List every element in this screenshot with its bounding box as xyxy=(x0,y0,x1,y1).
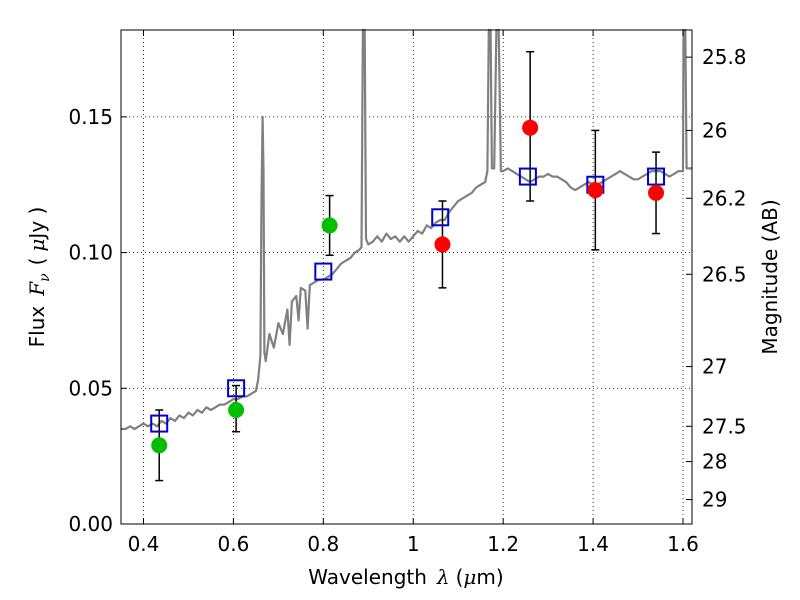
y-axis-label-symbol: F xyxy=(25,281,49,297)
observed-photometry-points xyxy=(151,119,665,454)
y-axis-label-sub: ν xyxy=(37,273,53,282)
x-axis-label-unit-rest: m) xyxy=(476,565,503,589)
x-tick-label: 1 xyxy=(407,532,420,556)
x-axis-ticks: 0.4 0.6 0.8 1 1.2 1.4 1.6 xyxy=(128,30,699,556)
y2-tick-label: 26.2 xyxy=(702,186,747,210)
detections_optical-marker xyxy=(151,437,168,454)
y-tick-label: 0.00 xyxy=(68,512,113,536)
y-axis-label-unit-mu: μ xyxy=(25,239,49,252)
y2-tick-label: 25.8 xyxy=(702,45,747,69)
y2-tick-label: 26 xyxy=(702,118,727,142)
model-square-marker xyxy=(431,208,450,227)
detections_optical-marker xyxy=(321,217,338,234)
y2-tick-label: 27.5 xyxy=(702,414,747,438)
x-axis-label-unit-open: ( xyxy=(456,565,464,589)
y2-tick-label: 27 xyxy=(702,355,727,379)
model-square-marker xyxy=(227,379,246,398)
y2-tick-label: 26.5 xyxy=(702,262,747,286)
y-axis-ticks: 0.00 0.05 0.10 0.15 xyxy=(68,105,127,536)
x-axis-label: Wavelength λ (μm) xyxy=(308,565,503,589)
x-axis-label-symbol: λ xyxy=(436,565,450,589)
detections_nir-marker xyxy=(587,182,604,199)
y-tick-label: 0.10 xyxy=(68,241,113,265)
model-square-marker xyxy=(150,414,169,433)
y-tick-label: 0.05 xyxy=(68,376,113,400)
x-tick-label: 0.8 xyxy=(307,532,339,556)
y-axis-label: Flux Fν ( μJy ) xyxy=(25,207,53,348)
x-axis-label-unit-mu: μ xyxy=(463,565,476,589)
y-axis-label-unit-open: ( xyxy=(25,258,49,266)
y-tick-label: 0.15 xyxy=(68,105,113,129)
x-tick-label: 1.6 xyxy=(667,532,699,556)
plot-frame xyxy=(120,29,693,525)
x-axis-label-text: Wavelength xyxy=(308,565,427,589)
detections_optical-marker xyxy=(228,402,245,418)
y-axis-label-unit-rest: Jy ) xyxy=(25,207,49,241)
x-tick-label: 1.2 xyxy=(487,532,519,556)
y2-axis-label: Magnitude (AB) xyxy=(758,199,782,354)
y2-axis-ticks: 25.8 26 26.2 26.5 27 27.5 28 29 xyxy=(686,45,747,512)
detections_nir-marker xyxy=(522,119,539,136)
x-tick-label: 0.4 xyxy=(128,532,160,556)
x-tick-label: 0.6 xyxy=(217,532,249,556)
model-square-marker xyxy=(518,167,537,186)
detections_nir-marker xyxy=(648,184,665,201)
model-photometry-squares xyxy=(150,167,666,433)
x-tick-label: 1.4 xyxy=(577,532,609,556)
y2-tick-label: 28 xyxy=(702,450,727,474)
model-square-marker xyxy=(647,167,666,186)
y2-tick-label: 29 xyxy=(702,488,727,512)
detections_nir-marker xyxy=(434,236,451,253)
y-axis-label-text: Flux xyxy=(25,306,49,348)
model-square-marker xyxy=(314,262,333,281)
